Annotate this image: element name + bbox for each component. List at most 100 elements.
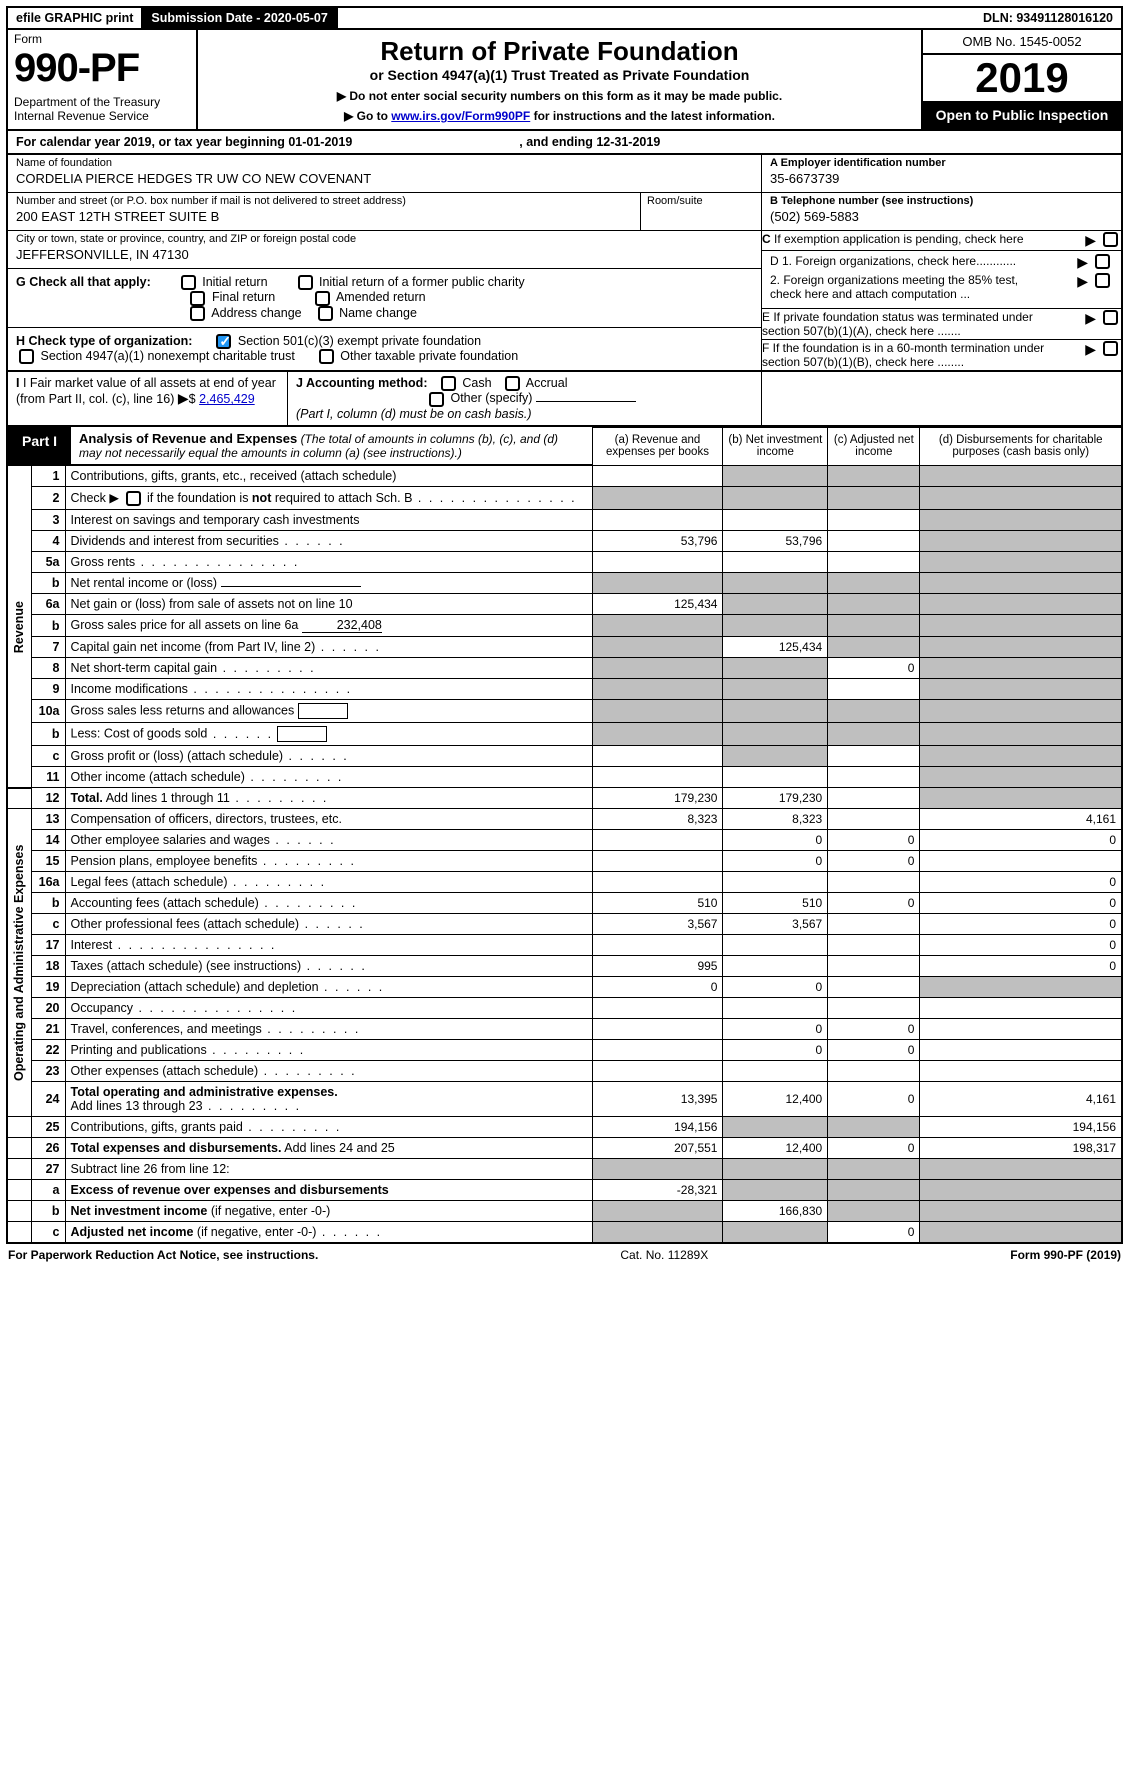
table-row: 23Other expenses (attach schedule) (7, 1061, 1122, 1082)
table-row: 14Other employee salaries and wages000 (7, 830, 1122, 851)
table-row: bLess: Cost of goods sold (7, 723, 1122, 746)
table-row: 22Printing and publications00 (7, 1040, 1122, 1061)
dept-label: Department of the Treasury Internal Reve… (14, 95, 190, 123)
table-row: 17Interest0 (7, 935, 1122, 956)
chk-final-return[interactable] (190, 291, 205, 306)
chk-exemption-pending[interactable] (1103, 232, 1118, 247)
calendar-year-row: For calendar year 2019, or tax year begi… (6, 131, 1123, 155)
tax-year: 2019 (923, 55, 1121, 101)
city-label: City or town, state or province, country… (16, 233, 753, 245)
telephone: (502) 569-5883 (770, 207, 1113, 224)
part1-table: Part I Analysis of Revenue and Expenses … (6, 427, 1123, 1245)
table-row: bAccounting fees (attach schedule)510510… (7, 893, 1122, 914)
table-row: 9Income modifications (7, 679, 1122, 700)
table-row: 5aGross rents (7, 552, 1122, 573)
expenses-side-label: Operating and Administrative Expenses (7, 809, 31, 1117)
table-row: 25Contributions, gifts, grants paid194,1… (7, 1117, 1122, 1138)
table-row: 24Total operating and administrative exp… (7, 1082, 1122, 1117)
city-state-zip: JEFFERSONVILLE, IN 47130 (16, 245, 753, 262)
d2-label: 2. Foreign organizations meeting the 85%… (770, 273, 1050, 301)
table-row: 27Subtract line 26 from line 12: (7, 1159, 1122, 1180)
chk-sch-b[interactable] (126, 491, 141, 506)
part1-tab: Part I (8, 427, 71, 464)
street-address: 200 EAST 12TH STREET SUITE B (16, 207, 632, 224)
col-d-header: (d) Disbursements for charitable purpose… (920, 427, 1122, 466)
chk-initial-return[interactable] (181, 275, 196, 290)
table-row: 11Other income (attach schedule) (7, 767, 1122, 788)
table-row: cGross profit or (loss) (attach schedule… (7, 746, 1122, 767)
form-label: Form (14, 32, 190, 46)
col-b-header: (b) Net investment income (723, 427, 828, 466)
table-row: 20Occupancy (7, 998, 1122, 1019)
chk-501c3[interactable] (216, 334, 231, 349)
addr-label: Number and street (or P.O. box number if… (16, 195, 632, 207)
chk-accrual[interactable] (505, 376, 520, 391)
table-row: 18Taxes (attach schedule) (see instructi… (7, 956, 1122, 977)
ein-label: A Employer identification number (770, 157, 1113, 169)
chk-60-month[interactable] (1103, 341, 1118, 356)
irs-link[interactable]: www.irs.gov/Form990PF (391, 109, 530, 123)
submission-date: Submission Date - 2020-05-07 (143, 8, 337, 28)
table-row: 16aLegal fees (attach schedule)0 (7, 872, 1122, 893)
col-a-header: (a) Revenue and expenses per books (592, 427, 723, 466)
top-bar: efile GRAPHIC print Submission Date - 20… (6, 6, 1123, 30)
room-label: Room/suite (641, 193, 761, 230)
form-subtitle: or Section 4947(a)(1) Trust Treated as P… (208, 67, 911, 83)
dln: DLN: 93491128016120 (975, 8, 1121, 28)
table-row: 3Interest on savings and temporary cash … (7, 510, 1122, 531)
chk-other-taxable[interactable] (319, 349, 334, 364)
table-row: 10aGross sales less returns and allowanc… (7, 700, 1122, 723)
table-row: cAdjusted net income (if negative, enter… (7, 1222, 1122, 1244)
j-note: (Part I, column (d) must be on cash basi… (296, 407, 532, 421)
table-row: cOther professional fees (attach schedul… (7, 914, 1122, 935)
ein: 35-6673739 (770, 169, 1113, 186)
revenue-side-label: Revenue (7, 466, 31, 788)
f-label: F If the foundation is in a 60-month ter… (762, 341, 1052, 369)
instr-link: ▶ Go to www.irs.gov/Form990PF for instru… (208, 109, 911, 123)
table-row: 4Dividends and interest from securities5… (7, 531, 1122, 552)
h-label: H Check type of organization: (16, 334, 192, 348)
chk-foreign-org[interactable] (1095, 254, 1110, 269)
chk-amended[interactable] (315, 291, 330, 306)
page-footer: For Paperwork Reduction Act Notice, see … (6, 1244, 1123, 1266)
fmv-link[interactable]: 2,465,429 (199, 392, 255, 406)
table-row: bGross sales price for all assets on lin… (7, 615, 1122, 637)
table-row: bNet rental income or (loss) (7, 573, 1122, 594)
table-row: 26Total expenses and disbursements. Add … (7, 1138, 1122, 1159)
instr-ssn: ▶ Do not enter social security numbers o… (208, 89, 911, 103)
chk-name-change[interactable] (318, 306, 333, 321)
chk-foreign-85[interactable] (1095, 273, 1110, 288)
g-label: G Check all that apply: (16, 275, 151, 289)
chk-other-method[interactable] (429, 392, 444, 407)
chk-initial-former[interactable] (298, 275, 313, 290)
table-row: 19Depreciation (attach schedule) and dep… (7, 977, 1122, 998)
table-row: 15Pension plans, employee benefits00 (7, 851, 1122, 872)
form-number: 990-PF (14, 46, 190, 91)
c-label: C If exemption application is pending, c… (762, 232, 1024, 246)
table-row: bNet investment income (if negative, ent… (7, 1201, 1122, 1222)
table-row: 6aNet gain or (loss) from sale of assets… (7, 594, 1122, 615)
footer-right: Form 990-PF (2019) (1010, 1248, 1121, 1262)
table-row: 2Check ▶ if the foundation is not requir… (7, 487, 1122, 510)
efile-label[interactable]: efile GRAPHIC print (8, 8, 143, 28)
footer-mid: Cat. No. 11289X (620, 1248, 708, 1262)
chk-status-terminated[interactable] (1103, 310, 1118, 325)
footer-left: For Paperwork Reduction Act Notice, see … (8, 1248, 318, 1262)
chk-cash[interactable] (441, 376, 456, 391)
table-row: aExcess of revenue over expenses and dis… (7, 1180, 1122, 1201)
entity-info: Name of foundation CORDELIA PIERCE HEDGE… (6, 155, 1123, 372)
col-c-header: (c) Adjusted net income (828, 427, 920, 466)
open-public: Open to Public Inspection (923, 101, 1121, 129)
table-row: 12Total. Add lines 1 through 11179,23017… (7, 788, 1122, 809)
table-row: 21Travel, conferences, and meetings00 (7, 1019, 1122, 1040)
chk-4947a1[interactable] (19, 349, 34, 364)
form-title: Return of Private Foundation (208, 36, 911, 67)
foundation-name: CORDELIA PIERCE HEDGES TR UW CO NEW COVE… (16, 169, 753, 186)
tel-label: B Telephone number (see instructions) (770, 195, 1113, 207)
part1-title: Analysis of Revenue and Expenses (The to… (71, 427, 591, 464)
form-header: Form 990-PF Department of the Treasury I… (6, 30, 1123, 131)
table-row: 7Capital gain net income (from Part IV, … (7, 637, 1122, 658)
i-j-row: I I Fair market value of all assets at e… (6, 372, 1123, 426)
chk-address-change[interactable] (190, 306, 205, 321)
d1-label: D 1. Foreign organizations, check here..… (770, 254, 1016, 268)
